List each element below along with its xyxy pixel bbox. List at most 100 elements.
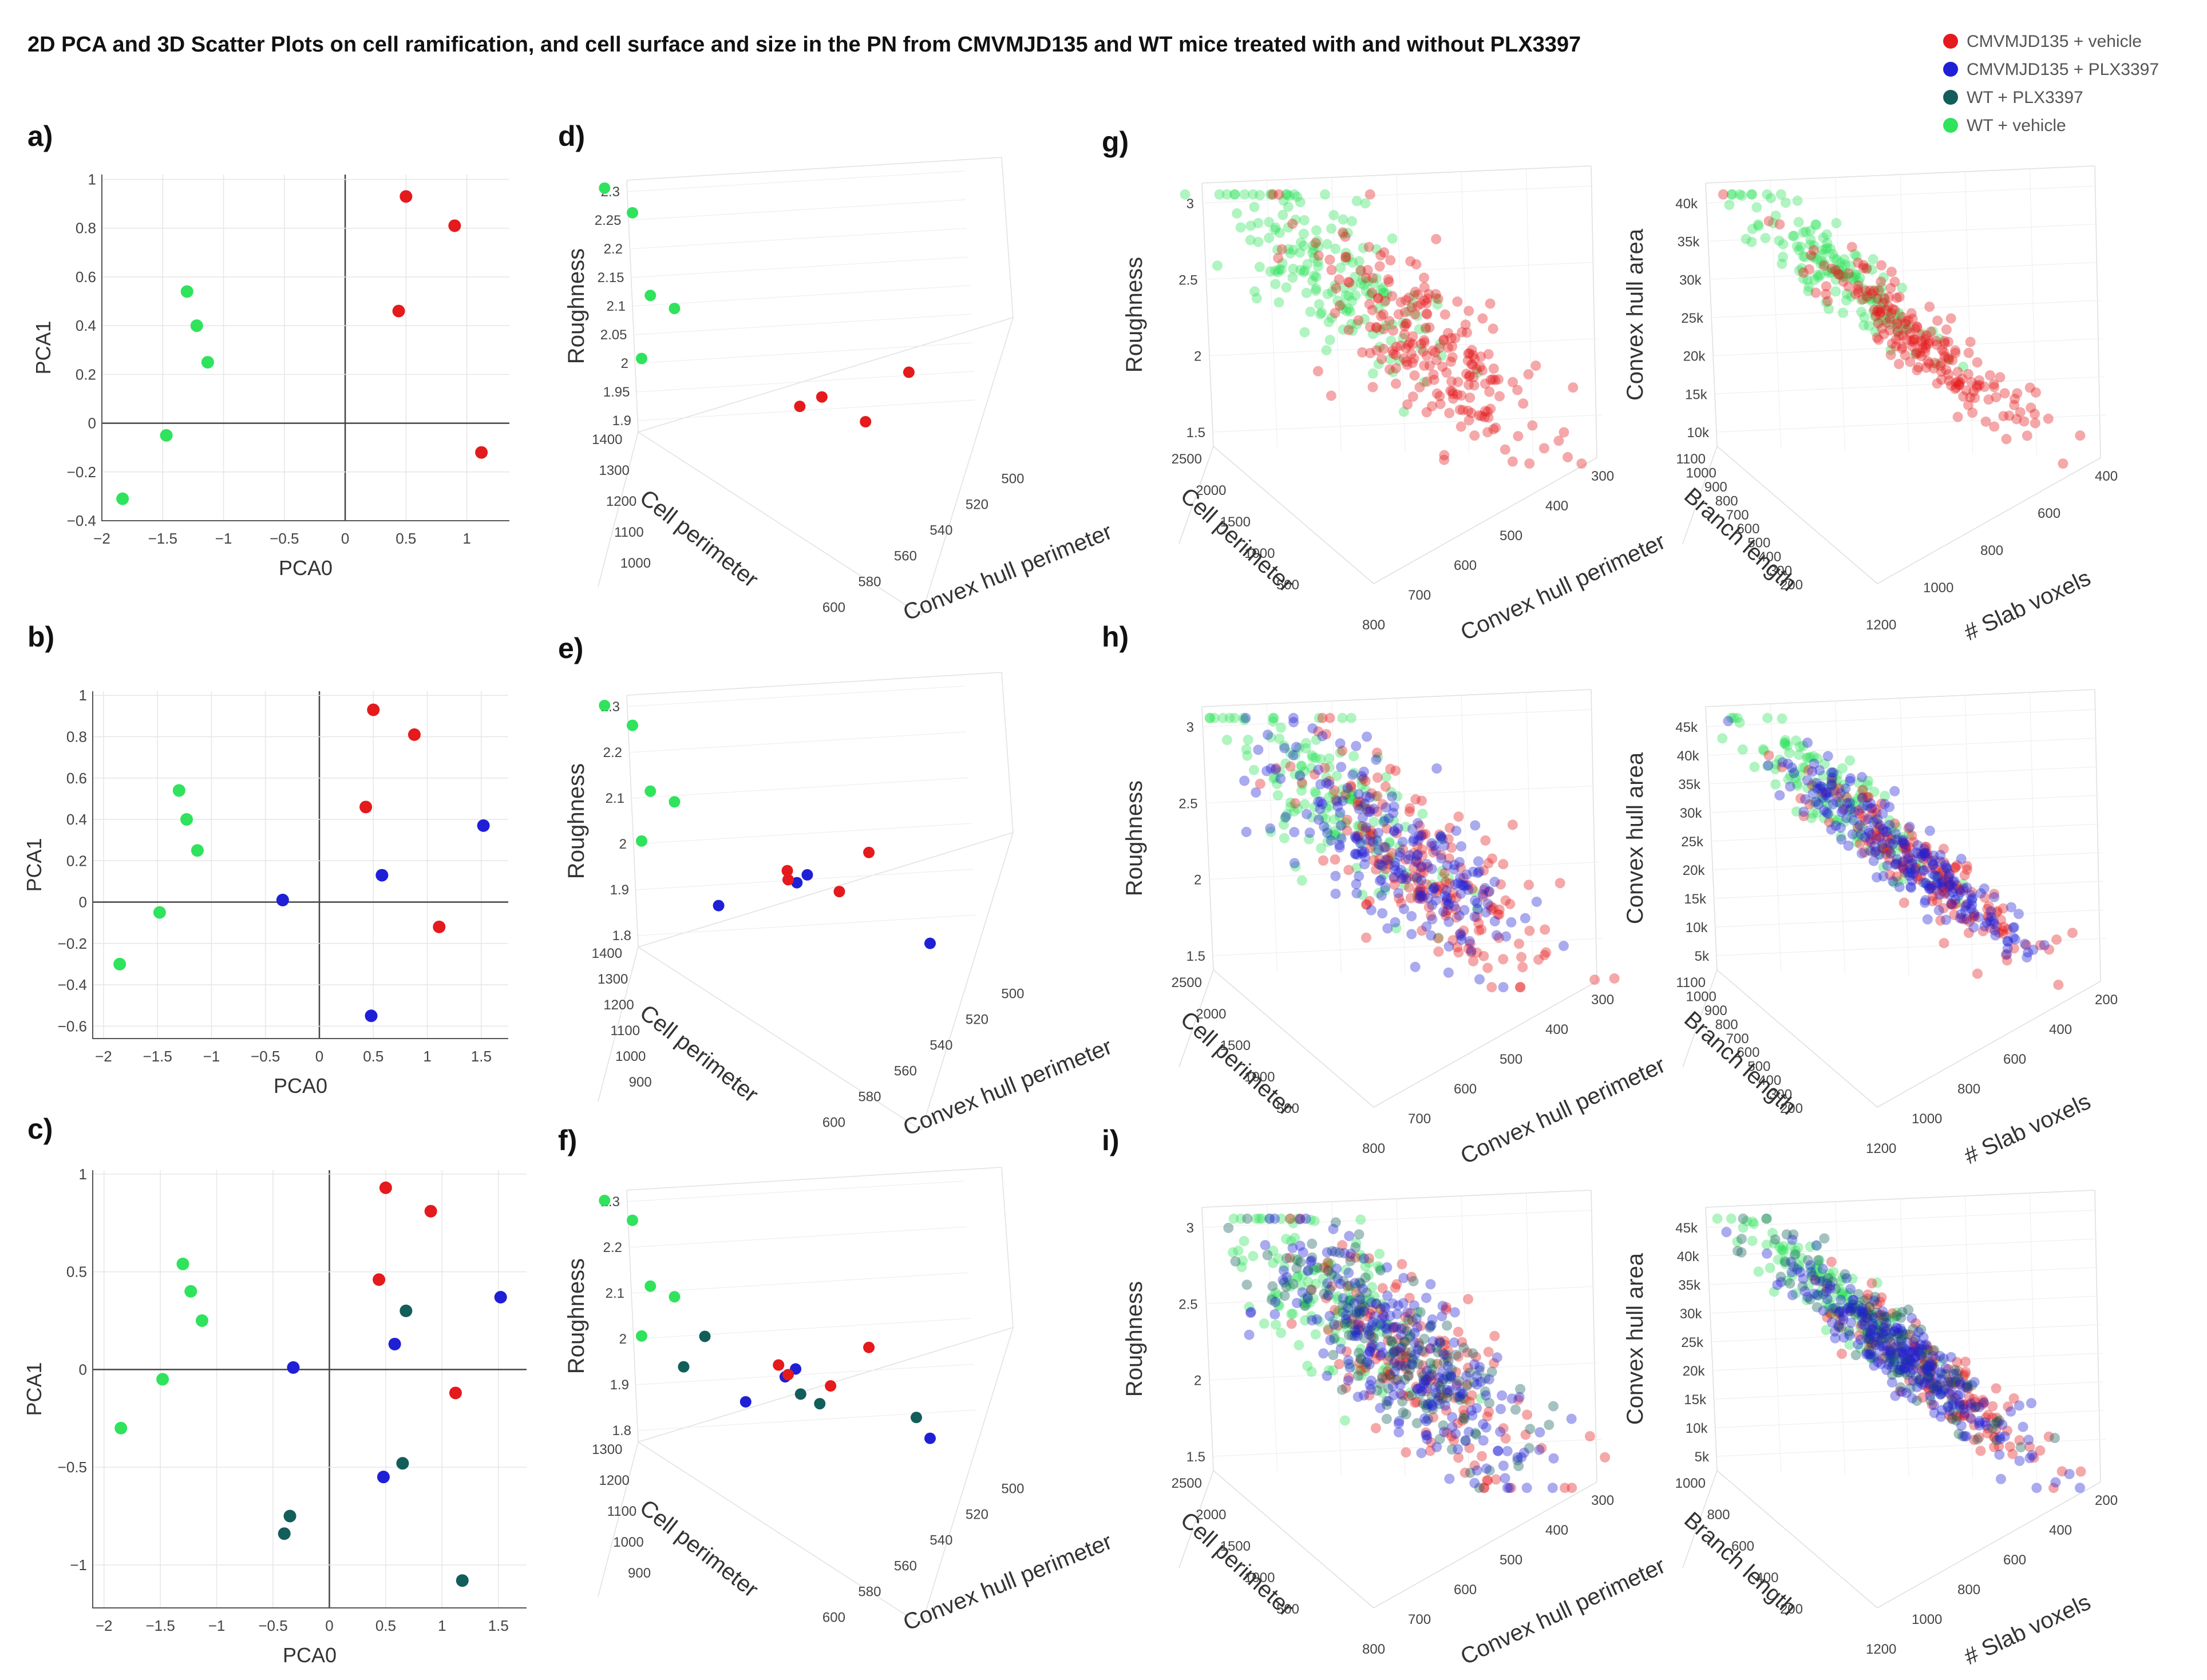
y-tick-label: 0.5 (66, 1263, 87, 1281)
data-point (1264, 1213, 1275, 1224)
data-point (1336, 819, 1347, 830)
data-point (1779, 737, 1790, 748)
data-point (1405, 256, 1416, 267)
data-point (1462, 1347, 1473, 1358)
data-point (1524, 1443, 1534, 1453)
data-point (1367, 828, 1378, 839)
data-point (365, 1009, 378, 1023)
gridline-z (635, 1364, 974, 1385)
data-point (1865, 837, 1876, 848)
data-point (1454, 1386, 1465, 1397)
data-point (1412, 300, 1423, 311)
data-point (1813, 1259, 1824, 1270)
data-point (1340, 1300, 1351, 1311)
data-point (1372, 772, 1383, 783)
data-point (1892, 327, 1903, 338)
data-point (1956, 853, 1967, 864)
data-point (1302, 1291, 1313, 1302)
data-point (1364, 792, 1375, 803)
data-point (1312, 366, 1323, 377)
data-point (1426, 1400, 1437, 1410)
data-point (1778, 1246, 1789, 1257)
data-point (1544, 1420, 1555, 1431)
data-point (1417, 925, 1427, 936)
data-point (1888, 876, 1899, 887)
data-point (1825, 243, 1836, 254)
data-point (1334, 842, 1345, 853)
data-point (1897, 832, 1908, 843)
data-point (1335, 807, 1346, 818)
data-point (1367, 1282, 1378, 1293)
data-point (1335, 263, 1346, 274)
data-point (1434, 1433, 1445, 1444)
data-point (1364, 1359, 1375, 1370)
data-point (1478, 891, 1489, 902)
data-point (1367, 1339, 1378, 1350)
data-point (1884, 854, 1895, 865)
data-point (373, 1273, 386, 1286)
data-point (1311, 1314, 1322, 1325)
y-tick-label: 2500 (1172, 451, 1202, 467)
data-point (1877, 842, 1888, 853)
data-point (1382, 855, 1393, 866)
data-point (1474, 866, 1485, 877)
data-point (1271, 763, 1282, 774)
data-point (1309, 802, 1320, 813)
data-point (1458, 872, 1469, 883)
data-point (1918, 853, 1929, 864)
data-point (1421, 1403, 1432, 1414)
data-point (1382, 923, 1393, 934)
data-point (1726, 1213, 1737, 1224)
data-point (477, 819, 490, 832)
data-point (1985, 922, 1996, 933)
data-point (1506, 917, 1517, 928)
data-point (1927, 881, 1937, 891)
box-edge (638, 1441, 922, 1626)
data-point (1906, 867, 1917, 878)
data-point (1904, 859, 1915, 870)
data-point (1770, 1234, 1781, 1245)
data-point (1947, 887, 1958, 898)
data-point (1343, 784, 1354, 795)
data-point (1998, 411, 2009, 422)
data-point (1861, 262, 1872, 273)
data-point (1398, 873, 1409, 884)
data-point (1318, 1348, 1329, 1359)
data-point (1734, 189, 1745, 200)
data-point (1435, 1390, 1446, 1401)
data-point (1374, 875, 1385, 886)
data-point (1924, 358, 1935, 369)
data-point (1923, 880, 1933, 891)
data-point (1270, 222, 1281, 233)
data-point (1391, 923, 1402, 934)
data-point (1420, 829, 1431, 839)
data-point (1442, 860, 1453, 871)
data-point (1984, 370, 1995, 381)
data-point (1340, 1382, 1351, 1393)
data-point (1878, 862, 1889, 873)
box-edge (638, 946, 922, 1131)
data-point (1278, 195, 1289, 206)
data-point (1371, 864, 1382, 875)
data-point (1413, 893, 1423, 904)
data-point (1326, 835, 1336, 846)
data-point (1371, 847, 1382, 858)
data-point (1960, 901, 1971, 912)
series-cmvmjd135-vehicle (1763, 750, 2078, 990)
data-point (1254, 261, 1265, 272)
data-point (1299, 766, 1310, 776)
data-point (1920, 895, 1931, 906)
data-point (1870, 826, 1881, 837)
data-point (1264, 217, 1275, 228)
data-point (1481, 1463, 1492, 1474)
data-point (1500, 895, 1511, 906)
data-point (1413, 858, 1424, 869)
data-point (1389, 861, 1400, 871)
data-point (2050, 1433, 2060, 1444)
data-point (1486, 905, 1497, 916)
data-point (1439, 309, 1450, 320)
gridline-z (628, 1226, 967, 1248)
data-point (1931, 1380, 1942, 1390)
data-point (1853, 287, 1864, 298)
